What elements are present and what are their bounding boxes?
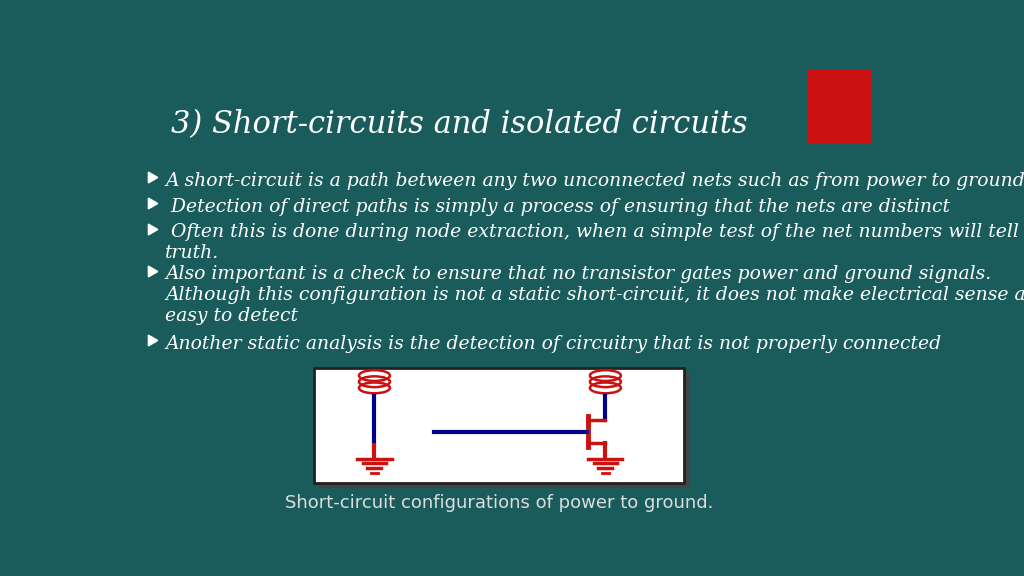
Bar (314, 368, 684, 483)
Bar (809, 69, 870, 142)
Text: Short-circuit configurations of power to ground.: Short-circuit configurations of power to… (285, 494, 714, 512)
Text: Another static analysis is the detection of circuitry that is not properly conne: Another static analysis is the detection… (165, 335, 941, 353)
Text: A short-circuit is a path between any two unconnected nets such as from power to: A short-circuit is a path between any tw… (165, 172, 1024, 190)
Bar (318, 373, 689, 488)
Text: 3) Short-circuits and isolated circuits: 3) Short-circuits and isolated circuits (171, 109, 748, 140)
Text: Detection of direct paths is simply a process of ensuring that the nets are dist: Detection of direct paths is simply a pr… (165, 198, 950, 215)
Text: Often this is done during node extraction, when a simple test of the net numbers: Often this is done during node extractio… (165, 223, 1024, 262)
Text: Also important is a check to ensure that no transistor gates power and ground si: Also important is a check to ensure that… (165, 266, 1024, 325)
